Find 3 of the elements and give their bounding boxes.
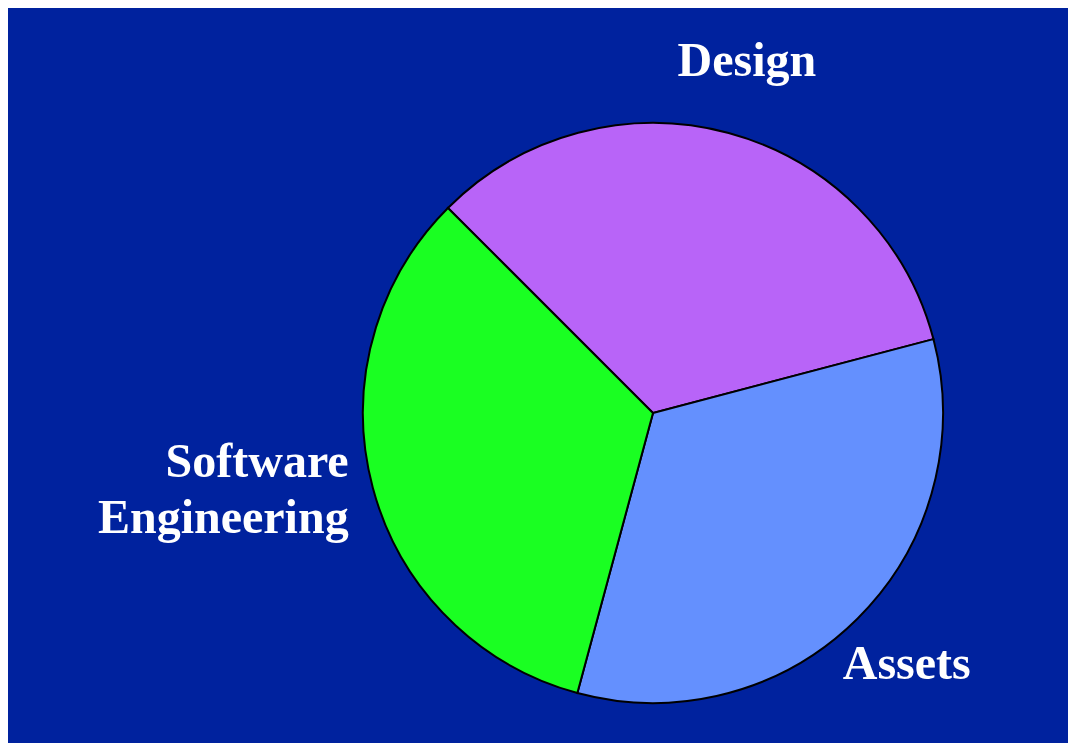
slice-label: Design [677, 33, 817, 87]
slice-label: Software Engineering [97, 434, 349, 544]
slice-label: Assets [842, 636, 971, 690]
